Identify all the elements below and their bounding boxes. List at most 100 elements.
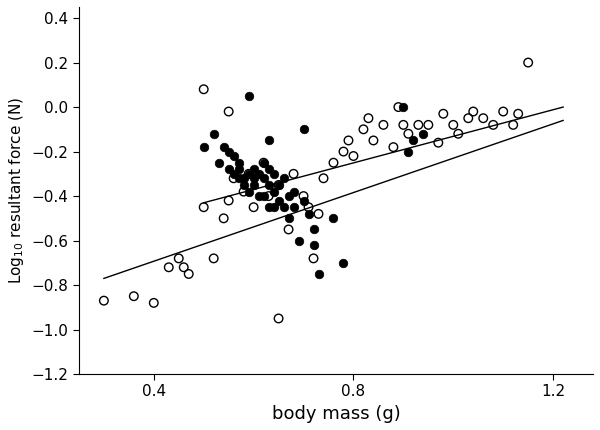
Point [279, 175, 289, 182]
Point [249, 175, 259, 182]
Point [224, 148, 233, 155]
Point [279, 204, 289, 211]
Point [309, 226, 319, 233]
Point [424, 121, 433, 128]
Point [99, 297, 109, 304]
Point [294, 237, 304, 244]
Point [269, 188, 278, 195]
Point [329, 215, 338, 222]
Point [264, 204, 274, 211]
Point [259, 159, 268, 166]
Point [304, 204, 313, 211]
Point [219, 215, 229, 222]
Point [289, 188, 298, 195]
Point [209, 130, 218, 137]
Point [463, 115, 473, 122]
Point [244, 92, 253, 99]
Point [234, 166, 244, 173]
Point [229, 175, 238, 182]
Point [199, 86, 209, 93]
Point [398, 104, 408, 111]
Point [404, 130, 413, 137]
Point [224, 166, 233, 173]
Point [439, 111, 448, 117]
Point [244, 170, 253, 177]
Point [264, 193, 274, 200]
Point [199, 144, 209, 150]
Point [174, 255, 184, 262]
Point [284, 226, 293, 233]
Point [389, 144, 398, 150]
Point [244, 188, 253, 195]
Point [469, 108, 478, 115]
Point [289, 170, 298, 177]
Point [239, 188, 248, 195]
Point [129, 293, 139, 300]
Point [299, 126, 308, 133]
Point [244, 170, 253, 177]
Point [264, 137, 274, 144]
Point [239, 181, 248, 188]
Point [413, 121, 423, 128]
Point [304, 210, 313, 217]
Point [314, 270, 323, 277]
Point [209, 255, 218, 262]
Point [269, 204, 278, 211]
Point [259, 159, 268, 166]
Point [274, 197, 283, 204]
Point [379, 121, 388, 128]
X-axis label: body mass (g): body mass (g) [272, 405, 400, 423]
Point [264, 181, 274, 188]
Point [284, 193, 293, 200]
Point [364, 115, 373, 122]
Point [289, 204, 298, 211]
Point [338, 148, 348, 155]
Point [224, 197, 233, 204]
Point [508, 121, 518, 128]
Point [329, 159, 338, 166]
Point [299, 193, 308, 200]
Point [269, 170, 278, 177]
Point [219, 144, 229, 150]
Point [229, 153, 238, 160]
Point [409, 137, 418, 144]
Point [179, 264, 188, 271]
Point [434, 139, 443, 146]
Point [344, 137, 353, 144]
Point [309, 242, 319, 249]
Point [398, 121, 408, 128]
Point [359, 126, 368, 133]
Point [229, 170, 238, 177]
Point [488, 121, 498, 128]
Point [249, 166, 259, 173]
Point [264, 166, 274, 173]
Point [199, 204, 209, 211]
Point [274, 315, 283, 322]
Point [523, 59, 533, 66]
Point [234, 159, 244, 166]
Point [254, 170, 263, 177]
Point [274, 181, 283, 188]
Point [254, 193, 263, 200]
Point [319, 175, 328, 182]
Point [284, 215, 293, 222]
Point [214, 159, 223, 166]
Point [394, 104, 403, 111]
Point [164, 264, 173, 271]
Point [454, 130, 463, 137]
Point [239, 175, 248, 182]
Point [149, 299, 158, 306]
Point [338, 259, 348, 266]
Point [299, 197, 308, 204]
Point [404, 148, 413, 155]
Point [314, 210, 323, 217]
Point [368, 137, 378, 144]
Point [419, 130, 428, 137]
Point [309, 255, 319, 262]
Point [224, 108, 233, 115]
Point [274, 181, 283, 188]
Point [448, 121, 458, 128]
Point [259, 193, 268, 200]
Y-axis label: Log$_{10}$ resultant force (N): Log$_{10}$ resultant force (N) [7, 97, 26, 284]
Point [184, 270, 194, 277]
